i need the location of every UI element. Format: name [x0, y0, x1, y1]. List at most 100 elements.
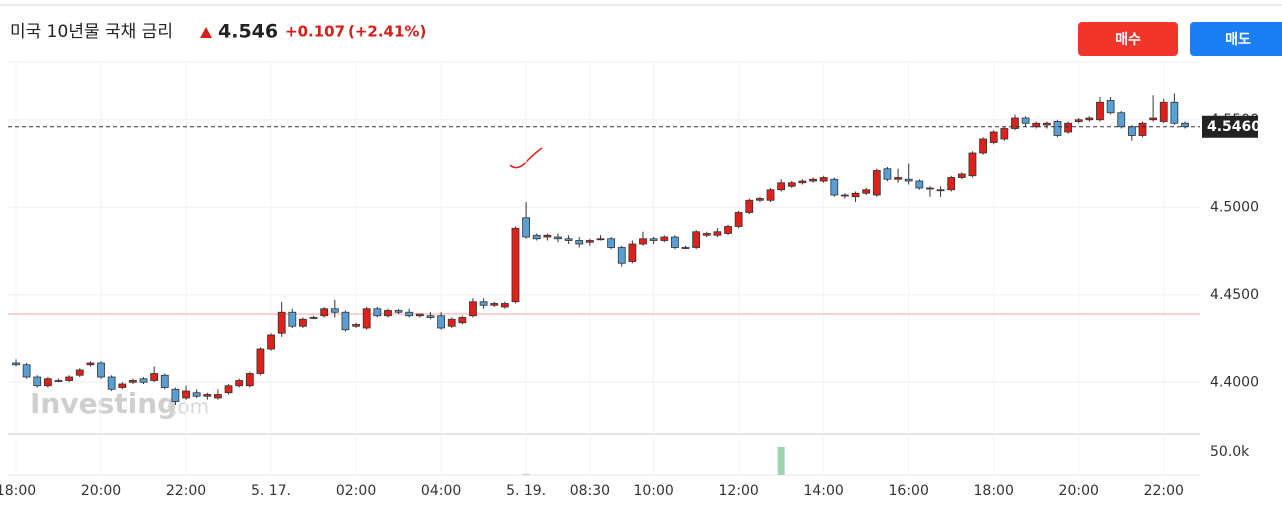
candle-body: [628, 243, 637, 262]
candle-body: [160, 374, 169, 388]
candle-body: [373, 308, 382, 317]
pen-annotation: [509, 147, 543, 169]
candle-body: [139, 378, 148, 383]
candle-body: [904, 178, 913, 182]
candle-body: [214, 394, 222, 399]
candle-body: [596, 238, 605, 241]
candle-body: [1106, 100, 1115, 114]
sell-label[interactable]: 매도: [1225, 32, 1251, 48]
candle-body: [192, 392, 201, 397]
candle-body: [277, 311, 286, 334]
candle-body: [617, 247, 626, 264]
x-tick-label: 22:00: [1144, 483, 1184, 499]
candle-body: [43, 378, 52, 387]
candle-body: [926, 187, 934, 190]
candle-body: [1064, 122, 1072, 133]
candle-body: [288, 311, 297, 327]
candle-body: [777, 182, 786, 191]
plot: 4.40004.45004.50004.550050.0k18:0020:002…: [0, 62, 1261, 499]
volume-bar: [777, 446, 785, 475]
candle-body: [681, 247, 690, 249]
candle-body: [309, 317, 318, 319]
candle-body: [1011, 117, 1019, 129]
candle-body: [809, 178, 817, 182]
candle-body: [256, 348, 265, 374]
x-tick-label: 08:30: [570, 483, 610, 499]
x-tick-label: 18:00: [974, 483, 1014, 499]
candle-body: [1096, 101, 1104, 121]
candle-body: [1074, 119, 1083, 122]
change: +0.107: [285, 23, 345, 41]
x-tick-label: 20:00: [1059, 483, 1099, 499]
candle-body: [511, 227, 520, 303]
candle-body: [585, 240, 594, 243]
candle-body: [1021, 117, 1030, 124]
candle-body: [54, 380, 63, 382]
candle-body: [989, 131, 998, 143]
candle-body: [500, 303, 509, 308]
sell-button[interactable]: [1190, 22, 1282, 56]
candle-body: [1085, 117, 1094, 121]
price: 4.546: [218, 21, 278, 43]
x-tick-label: 22:00: [166, 483, 206, 499]
candle-body: [352, 324, 360, 327]
y-tick-label: 4.5000: [1210, 199, 1259, 215]
candle-body: [437, 315, 445, 329]
candle-body: [968, 152, 977, 177]
candle-body: [713, 231, 722, 236]
instrument-title: 미국 10년물 국채 금리: [10, 22, 173, 42]
candle-body: [426, 315, 435, 318]
candle-body: [341, 311, 350, 331]
x-tick-label: 04:00: [421, 483, 461, 499]
candle-body: [607, 238, 616, 248]
candle-body: [235, 380, 244, 387]
candle-body: [915, 180, 924, 189]
x-tick-label: 5. 17.: [251, 483, 291, 499]
x-tick-label: 16:00: [889, 483, 929, 499]
candle-body: [458, 317, 467, 324]
candle-body: [957, 173, 966, 178]
up-arrow: [200, 27, 212, 38]
candle-body: [267, 334, 275, 350]
candle-body: [1181, 122, 1189, 128]
candle-body: [883, 168, 892, 180]
y-tick-label: 4.4500: [1210, 287, 1259, 303]
candle-body: [128, 380, 137, 383]
watermark-domain: .com: [160, 395, 209, 419]
candle-body: [107, 376, 116, 390]
buy-button[interactable]: [1078, 22, 1178, 56]
last-price-label: 4.5460: [1207, 119, 1261, 135]
candle-body: [564, 238, 573, 241]
candle-body: [724, 226, 732, 234]
y-tick-label: 4.4000: [1210, 374, 1259, 390]
candle-body: [1032, 122, 1041, 128]
candle-body: [1053, 121, 1062, 136]
watermark: Investing: [30, 387, 177, 420]
candle-body: [362, 308, 371, 329]
x-tick-label: 14:00: [803, 483, 843, 499]
candle-body: [798, 180, 807, 184]
candle-body: [734, 212, 743, 227]
candle-body: [575, 240, 584, 245]
x-tick-label: 20:00: [81, 483, 121, 499]
candle-body: [224, 385, 233, 394]
candle-body: [894, 177, 902, 180]
candle-body: [415, 313, 424, 317]
candle-body: [522, 217, 531, 238]
candle-body: [702, 233, 711, 236]
candle-body: [841, 194, 849, 197]
candle-body: [830, 178, 839, 196]
candle-body: [1159, 101, 1168, 122]
candle-body: [979, 138, 987, 154]
candle-body: [1127, 126, 1136, 136]
candle-body: [245, 373, 254, 387]
candle-body: [65, 376, 74, 381]
buy-label[interactable]: 매수: [1115, 32, 1141, 48]
candle-body: [75, 369, 84, 376]
candle-body: [639, 238, 647, 245]
candle-body: [405, 311, 414, 317]
candle-body: [490, 303, 499, 306]
candle-body: [851, 192, 860, 198]
candle-body: [12, 362, 20, 366]
